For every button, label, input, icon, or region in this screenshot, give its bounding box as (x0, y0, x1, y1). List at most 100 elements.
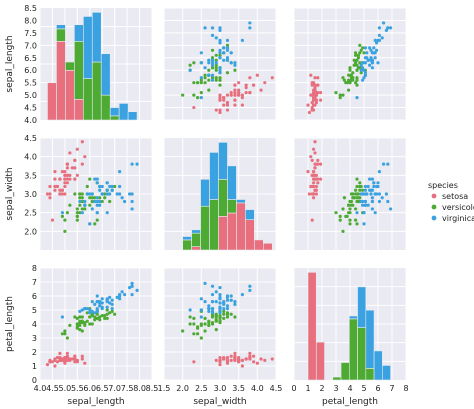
scatter-point-versicolor (78, 196, 82, 200)
scatter-point-versicolor (90, 314, 94, 318)
scatter-point-versicolor (75, 207, 79, 211)
scatter-point-setosa (314, 162, 318, 166)
scatter-point-virginica (355, 96, 359, 100)
scatter-point-virginica (384, 192, 388, 196)
scatter-point-setosa (233, 98, 237, 102)
scatter-point-virginica (233, 63, 237, 67)
scatter-point-versicolor (214, 312, 218, 316)
scatter-point-virginica (248, 288, 252, 292)
scatter-point-setosa (63, 192, 67, 196)
hist-bar-setosa (227, 212, 237, 251)
scatter-point-versicolor (222, 309, 226, 313)
scatter-point-virginica (368, 188, 372, 192)
scatter-point-virginica (98, 184, 102, 189)
scatter-point-virginica (95, 294, 99, 298)
scatter-point-setosa (313, 151, 317, 155)
scatter-point-versicolor (75, 214, 79, 218)
scatter-point-versicolor (218, 53, 222, 57)
scatter-point-setosa (255, 73, 259, 77)
scatter-point-virginica (225, 48, 230, 52)
scatter-point-virginica (218, 38, 222, 42)
scatter-point-virginica (207, 73, 211, 77)
scatter-point-versicolor (203, 322, 207, 326)
scatter-point-virginica (373, 56, 377, 60)
scatter-point-virginica (210, 63, 215, 67)
scatter-point-virginica (222, 300, 226, 304)
scatter-point-versicolor (192, 81, 196, 85)
scatter-point-versicolor (355, 196, 359, 200)
scatter-point-virginica (218, 68, 222, 72)
scatter-point-virginica (382, 162, 386, 166)
scatter-point-versicolor (356, 53, 360, 57)
scatter-point-versicolor (110, 309, 114, 313)
scatter-point-virginica (108, 192, 112, 196)
scatter-point-versicolor (218, 314, 222, 318)
scatter-point-virginica (207, 309, 211, 313)
scatter-point-versicolor (207, 68, 211, 72)
scatter-point-virginica (210, 311, 215, 315)
scatter-point-virginica (90, 192, 94, 196)
scatter-point-virginica (375, 184, 379, 189)
scatter-point-setosa (319, 91, 323, 95)
scatter-point-versicolor (349, 76, 353, 80)
scatter-point-versicolor (354, 53, 358, 57)
hist-bar-virginica (74, 24, 84, 42)
scatter-point-virginica (218, 48, 222, 52)
scatter-point-virginica (370, 66, 374, 70)
scatter-point-setosa (316, 83, 320, 87)
scatter-point-versicolor (348, 73, 352, 77)
scatter-point-virginica (83, 203, 87, 207)
ytick-label: 8 (32, 264, 37, 273)
scatter-point-versicolor (348, 66, 352, 70)
scatter-point-virginica (222, 58, 226, 62)
scatter-point-virginica (225, 304, 230, 308)
hist-bar-setosa (65, 69, 75, 121)
scatter-point-virginica (389, 26, 393, 30)
scatter-point-virginica (210, 58, 215, 62)
ytick-label: 2.5 (24, 209, 37, 218)
scatter-point-versicolor (90, 322, 94, 326)
scatter-point-virginica (377, 199, 381, 204)
scatter-point-setosa (60, 188, 64, 192)
scatter-point-versicolor (338, 214, 342, 218)
scatter-point-virginica (210, 61, 215, 65)
hist-bar-versicolor (357, 327, 367, 381)
scatter-point-versicolor (80, 315, 84, 319)
scatter-point-versicolor (80, 329, 84, 333)
scatter-point-versicolor (344, 214, 348, 218)
scatter-point-setosa (252, 83, 256, 87)
scatter-point-versicolor (348, 218, 352, 222)
scatter-point-versicolor (229, 312, 233, 316)
scatter-point-versicolor (95, 316, 99, 320)
scatter-point-virginica (369, 48, 373, 52)
scatter-point-setosa (309, 73, 313, 77)
scatter-point-versicolor (358, 188, 362, 192)
xtick-label: 8 (403, 384, 408, 393)
scatter-point-virginica (83, 199, 87, 204)
scatter-point-virginica (218, 28, 222, 32)
scatter-point-versicolor (354, 51, 358, 55)
scatter-point-versicolor (93, 222, 97, 226)
scatter-point-virginica (233, 61, 237, 65)
scatter-point-virginica (83, 307, 87, 311)
scatter-point-versicolor (348, 68, 352, 72)
scatter-point-versicolor (355, 63, 359, 67)
scatter-point-virginica (363, 188, 367, 192)
scatter-point-versicolor (113, 184, 117, 189)
scatter-point-setosa (312, 147, 316, 151)
scatter-point-virginica (372, 181, 376, 185)
scatter-point-virginica (380, 36, 384, 40)
scatter-point-virginica (225, 307, 230, 311)
scatter-point-setosa (313, 83, 317, 87)
scatter-point-setosa (237, 91, 241, 95)
scatter-point-setosa (65, 166, 69, 170)
scatter-point-setosa (248, 351, 252, 355)
scatter-point-virginica (188, 308, 192, 312)
scatter-point-setosa (263, 81, 267, 85)
scatter-point-setosa (80, 354, 84, 358)
scatter-point-versicolor (80, 207, 84, 211)
scatter-point-versicolor (358, 51, 362, 55)
scatter-point-setosa (244, 91, 248, 95)
scatter-point-virginica (362, 61, 366, 65)
scatter-point-versicolor (98, 315, 102, 319)
